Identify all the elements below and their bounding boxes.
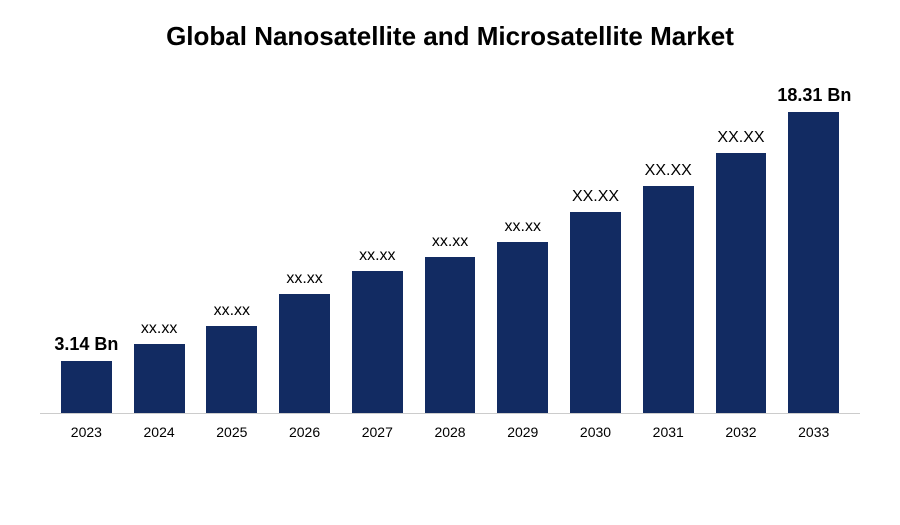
bar-group: xx.xx xyxy=(486,84,559,413)
bar-value-label: XX.XX xyxy=(632,162,705,180)
bars-container: 3.14 Bn xx.xx xx.xx xx.xx xx.xx xx.xx xx… xyxy=(40,84,860,414)
bar xyxy=(279,294,330,412)
bar-value-label: XX.XX xyxy=(705,129,778,147)
x-axis-label: 2033 xyxy=(777,424,850,440)
bar xyxy=(425,257,476,413)
bar-value-label: xx.xx xyxy=(268,270,341,288)
x-axis-label: 2024 xyxy=(123,424,196,440)
bar-value-label: xx.xx xyxy=(414,233,487,251)
bar-value-label: xx.xx xyxy=(195,302,268,320)
x-axis-label: 2026 xyxy=(268,424,341,440)
bar-group: XX.XX xyxy=(705,84,778,413)
x-axis-label: 2025 xyxy=(195,424,268,440)
bar-group: xx.xx xyxy=(414,84,487,413)
bar-group: 3.14 Bn xyxy=(50,84,123,413)
bar xyxy=(61,361,112,413)
bar-group: XX.XX xyxy=(632,84,705,413)
bar-value-label: 3.14 Bn xyxy=(50,334,123,355)
bar-group: xx.xx xyxy=(195,84,268,413)
bar xyxy=(134,344,185,413)
bar-group: xx.xx xyxy=(123,84,196,413)
bar xyxy=(206,326,257,413)
x-axis-label: 2029 xyxy=(486,424,559,440)
x-axis-label: 2027 xyxy=(341,424,414,440)
chart-title: Global Nanosatellite and Microsatellite … xyxy=(40,20,860,54)
bar xyxy=(497,242,548,413)
bar-value-label: xx.xx xyxy=(486,218,559,236)
bar-group: 18.31 Bn xyxy=(777,84,850,413)
bar-value-label: xx.xx xyxy=(341,247,414,265)
x-axis-label: 2031 xyxy=(632,424,705,440)
bar-group: xx.xx xyxy=(341,84,414,413)
x-axis: 2023 2024 2025 2026 2027 2028 2029 2030 … xyxy=(40,414,860,440)
chart-area: 3.14 Bn xx.xx xx.xx xx.xx xx.xx xx.xx xx… xyxy=(40,84,860,444)
bar xyxy=(570,212,621,413)
bar xyxy=(352,271,403,412)
bar xyxy=(716,153,767,413)
bar-value-label: 18.31 Bn xyxy=(777,85,850,106)
bar-value-label: xx.xx xyxy=(123,320,196,338)
bar xyxy=(788,112,839,413)
x-axis-label: 2028 xyxy=(414,424,487,440)
bar-group: XX.XX xyxy=(559,84,632,413)
bar-group: xx.xx xyxy=(268,84,341,413)
x-axis-label: 2032 xyxy=(705,424,778,440)
bar-value-label: XX.XX xyxy=(559,188,632,206)
bar xyxy=(643,186,694,413)
x-axis-label: 2030 xyxy=(559,424,632,440)
x-axis-label: 2023 xyxy=(50,424,123,440)
